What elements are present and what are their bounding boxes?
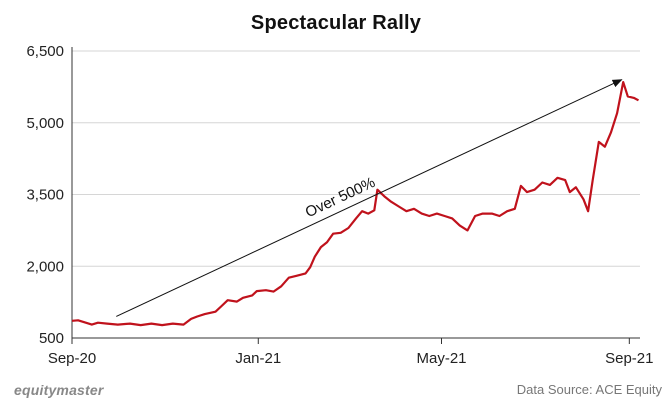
y-tick-label: 5,000: [26, 115, 64, 132]
axes: 500 2,000 3,500 5,000 6,500 Sep-20 Jan-21 May-2…: [26, 43, 653, 367]
brand-logo-text: equitymaster: [14, 382, 104, 398]
annotations: Over 500%: [116, 79, 623, 317]
series-line: [71, 81, 640, 327]
x-tick-label: Sep-20: [48, 350, 96, 367]
y-tick-label: 3,500: [26, 187, 64, 204]
x-tick-label: Jan-21: [235, 350, 281, 367]
y-tick-label: 500: [39, 330, 64, 347]
x-tick-label: Sep-21: [605, 350, 653, 367]
annotation-arrow: [116, 79, 623, 317]
y-tick-label: 6,500: [26, 43, 64, 60]
y-tick-label: 2,000: [26, 258, 64, 275]
data-source: Data Source: ACE Equity: [516, 382, 662, 397]
x-tick-label: May-21: [416, 350, 466, 367]
chart-title: Spectacular Rally: [250, 12, 422, 34]
gridlines: [72, 50, 640, 267]
series-layer: [71, 81, 640, 327]
